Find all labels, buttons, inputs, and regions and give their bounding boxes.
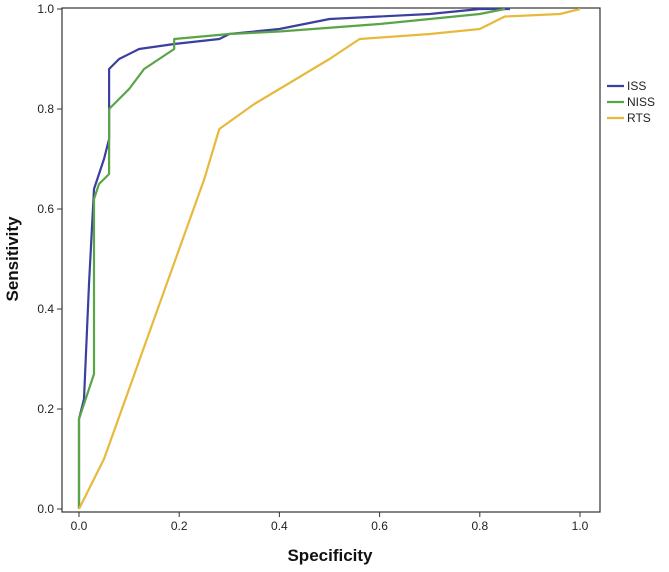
y-tick-label: 0.4 [37, 302, 54, 316]
plot-frame [61, 7, 601, 513]
y-axis-title: Sensitivity [3, 216, 22, 302]
y-tick-label: 0.6 [37, 202, 54, 216]
x-axis: 0.0 0.2 0.4 0.6 0.8 1.0 [71, 512, 589, 533]
legend-label-iss: ISS [627, 79, 646, 93]
series-lines [77, 7, 581, 510]
plot-border [61, 7, 601, 513]
series-line-iss [77, 7, 510, 509]
legend-label-rts: RTS [627, 111, 651, 125]
x-tick-label: 0.0 [71, 519, 88, 533]
x-tick-label: 0.2 [171, 519, 188, 533]
y-tick-label: 0.8 [37, 102, 54, 116]
series-line-rts [78, 7, 581, 510]
y-axis: 0.0 0.2 0.4 0.6 0.8 1.0 [37, 2, 62, 516]
x-tick-label: 0.6 [371, 519, 388, 533]
y-tick-label: 1.0 [37, 2, 54, 16]
y-tick-label: 0.0 [37, 502, 54, 516]
x-tick-label: 0.4 [271, 519, 288, 533]
x-tick-label: 0.8 [471, 519, 488, 533]
series-line-niss [77, 7, 506, 509]
x-axis-title: Specificity [287, 546, 373, 565]
legend-label-niss: NISS [627, 95, 655, 109]
y-tick-label: 0.2 [37, 402, 54, 416]
legend: ISS NISS RTS [607, 79, 655, 125]
x-tick-label: 1.0 [572, 519, 589, 533]
